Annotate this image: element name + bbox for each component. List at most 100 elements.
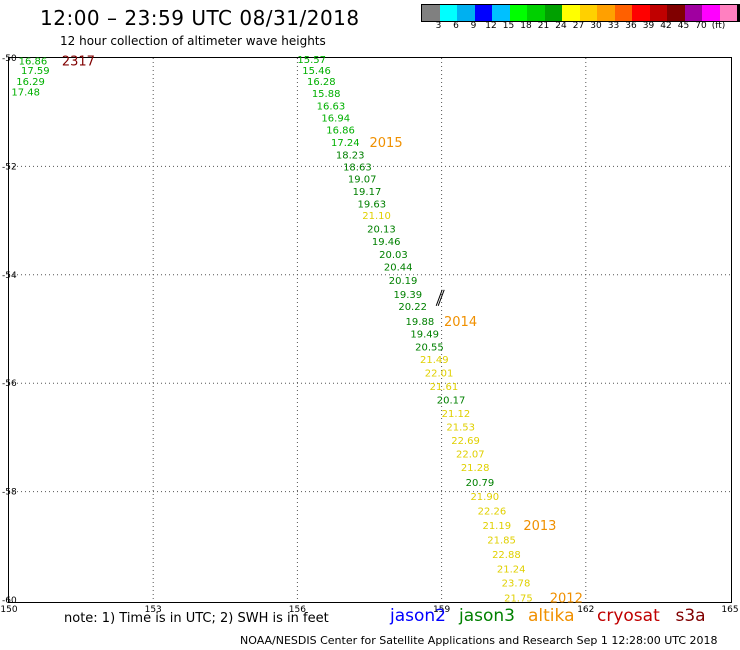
wave-height-label: 22.07 [456,450,485,461]
color-scale-label: 6 [453,21,459,31]
y-tick-label: -54 [2,271,17,281]
wave-height-label: 22.69 [451,436,480,447]
pass-time-label: 2014 [444,315,477,330]
color-scale-label: 24 [555,21,567,31]
wave-height-label: 16.86 [19,57,48,68]
color-swatch [457,5,475,21]
color-swatch [439,5,457,21]
wave-height-label: 15.46 [302,66,331,77]
color-swatch [579,5,597,21]
color-swatch [474,5,492,21]
wave-height-label: 18.23 [336,150,365,161]
wave-height-label: 19.63 [357,199,386,210]
wind-barb-mark [435,289,443,306]
color-swatch [509,5,527,21]
y-tick-label: -52 [2,162,17,172]
wave-height-label: 19.49 [410,329,439,340]
color-swatch [422,5,440,21]
x-tick-label: 165 [721,605,738,615]
pass-time-label: 2015 [370,136,403,151]
color-scale-label: 30 [590,21,602,31]
color-scale-label: 36 [625,21,637,31]
color-swatch [684,5,702,21]
wave-height-label: 21.61 [430,382,459,393]
pass-time-label: 2317 [62,55,95,70]
wave-height-label: 20.22 [398,302,427,313]
wave-height-label: 21.49 [420,355,449,366]
pass-time-label: 2013 [523,519,556,534]
color-swatch [562,5,580,21]
wave-height-label: 16.94 [321,114,350,125]
wave-height-label: 21.53 [446,423,475,434]
x-tick-label: 156 [289,605,306,615]
color-swatch [632,5,650,21]
y-tick-label: -56 [2,379,17,389]
x-tick-label: 159 [433,605,450,615]
y-tick-label: -50 [2,54,17,64]
wave-height-label: 21.24 [497,565,526,576]
wave-height-label: 21.10 [362,211,391,222]
color-scale-label: 15 [502,21,515,31]
x-tick-label: 153 [145,605,162,615]
color-scale-label: 9 [470,21,477,31]
map-plot-area [8,57,732,603]
wave-height-label: 20.13 [367,225,396,236]
wave-height-label: 22.26 [478,507,507,518]
color-scale-label: 42 [660,21,672,31]
wave-height-label: 16.86 [326,126,355,137]
wave-height-label: 21.90 [470,492,499,503]
color-swatch [649,5,667,21]
color-scale-label: 45 [677,21,690,31]
wave-height-label: 20.17 [437,395,466,406]
color-scale-label: 27 [572,21,585,31]
wave-height-label: 19.07 [348,174,377,185]
wave-height-label: 16.28 [307,77,336,88]
color-swatch [614,5,632,21]
wave-height-label: 16.29 [16,77,45,88]
wave-height-label: 22.88 [492,550,521,561]
legend-entry-jason3: jason3 [459,606,515,626]
color-scale-label: 21 [537,21,550,31]
wave-height-label: 23.78 [502,579,531,590]
chart-subtitle: 12 hour collection of altimeter wave hei… [60,34,326,48]
pass-time-label: 2012 [550,591,583,606]
wave-height-label: 21.28 [461,463,490,474]
color-swatch [527,5,545,21]
wave-height-label: 19.88 [406,317,435,328]
color-swatch [544,5,562,21]
legend-entry-altika: altika [528,606,575,626]
color-swatch [597,5,615,21]
legend-entry-s3a: s3a [675,606,706,626]
y-tick-label: -60 [2,596,17,606]
wave-height-label: 15.88 [312,89,341,100]
x-tick-label: 162 [577,605,594,615]
wave-height-label: 20.19 [389,276,418,287]
wave-height-label: 22.01 [425,368,454,379]
wave-height-label: 17.48 [11,88,40,99]
wave-height-label: 20.44 [384,263,413,274]
color-scale-label: 12 [485,21,497,31]
color-scale-label: 39 [642,21,655,31]
color-scale-label: 70 [695,21,707,31]
color-scale-label: 3 [435,21,442,31]
color-swatch [719,5,737,21]
wave-height-label: 18.63 [343,162,372,173]
wave-height-label: 19.46 [372,237,401,248]
wave-height-label: 21.85 [487,535,516,546]
color-swatch [667,5,685,21]
footer-note: note: 1) Time is in UTC; 2) SWH is in fe… [64,611,329,626]
color-scale-bar [421,4,740,22]
color-scale-label: (ft) [711,21,726,31]
wave-height-label: 16.63 [317,102,346,113]
color-swatch [702,5,720,21]
wave-height-label: 17.59 [21,66,50,77]
wind-barb-mark [437,289,445,306]
chart-title: 12:00 – 23:59 UTC 08/31/2018 [40,6,360,30]
wave-height-label: 21.19 [482,521,511,532]
wave-height-label: 19.39 [394,290,423,301]
y-tick-label: -58 [2,488,17,498]
x-tick-label: 150 [0,605,17,615]
credit-line: NOAA/NESDIS Center for Satellite Applica… [240,634,718,647]
color-scale-label: 33 [607,21,620,31]
